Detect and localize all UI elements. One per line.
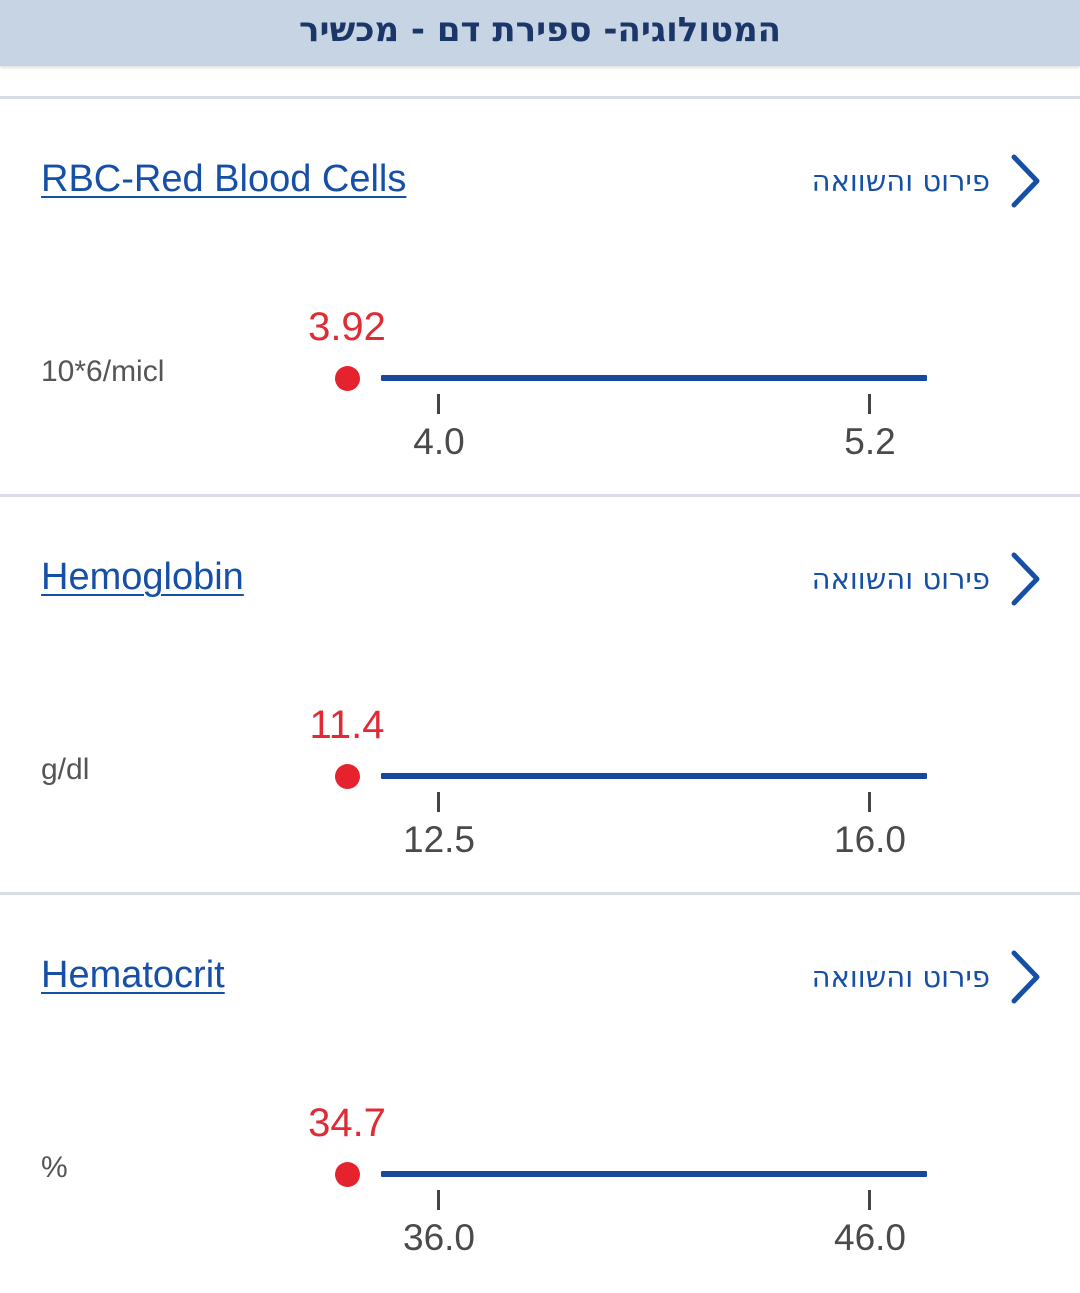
range-high-tick — [868, 792, 871, 812]
unit-label: % — [41, 1151, 68, 1184]
test-name-link[interactable]: Hemoglobin — [41, 556, 244, 598]
section-divider — [0, 96, 1080, 99]
details-compare-label: פירוט והשוואה — [811, 960, 990, 994]
chevron-right-icon — [1011, 154, 1040, 208]
details-compare-button[interactable]: פירוט והשוואה — [812, 551, 1042, 607]
test-card-rbc: RBC-Red Blood Cells פירוט והשוואה 10*6/m… — [0, 99, 1080, 497]
chevron-right-icon — [1011, 552, 1040, 606]
range-low-label: 12.5 — [402, 819, 476, 860]
test-card-hematocrit: Hematocrit פירוט והשוואה % 34.7 36.0 46.… — [0, 895, 1080, 1293]
range-high-tick — [868, 1190, 871, 1210]
section-divider — [0, 494, 1080, 497]
result-marker — [335, 764, 360, 789]
range-high-label: 5.2 — [844, 421, 896, 462]
range-low-tick — [437, 394, 440, 414]
details-compare-label: פירוט והשוואה — [811, 562, 990, 596]
result-value: 11.4 — [309, 703, 385, 747]
range-high-label: 16.0 — [833, 819, 907, 860]
app-header: המטולוגיה- ספירת דם - מכשיר — [0, 0, 1080, 66]
result-marker — [335, 1162, 360, 1187]
test-card-hemoglobin: Hemoglobin פירוט והשוואה g/dl 11.4 12.5 … — [0, 497, 1080, 895]
unit-label: g/dl — [41, 753, 90, 786]
chevron-right-icon — [1011, 950, 1040, 1004]
range-low-label: 36.0 — [402, 1217, 476, 1258]
page-title: המטולוגיה- ספירת דם - מכשיר — [298, 10, 782, 50]
details-compare-button[interactable]: פירוט והשוואה — [812, 153, 1042, 209]
range-low-tick — [437, 1190, 440, 1210]
normal-range-bar — [381, 773, 927, 779]
test-name-link[interactable]: RBC-Red Blood Cells — [41, 158, 407, 200]
range-high-tick — [868, 394, 871, 414]
result-marker — [335, 366, 360, 391]
normal-range-bar — [381, 375, 927, 381]
range-high-label: 46.0 — [833, 1217, 907, 1258]
unit-label: 10*6/micl — [41, 355, 165, 388]
normal-range-bar — [381, 1171, 927, 1177]
section-divider — [0, 892, 1080, 895]
test-name-link[interactable]: Hematocrit — [41, 954, 225, 996]
details-compare-label: פירוט והשוואה — [811, 164, 990, 198]
range-low-label: 4.0 — [413, 421, 465, 462]
range-low-tick — [437, 792, 440, 812]
result-value: 3.92 — [308, 305, 386, 349]
details-compare-button[interactable]: פירוט והשוואה — [812, 949, 1042, 1005]
result-value: 34.7 — [308, 1101, 386, 1145]
